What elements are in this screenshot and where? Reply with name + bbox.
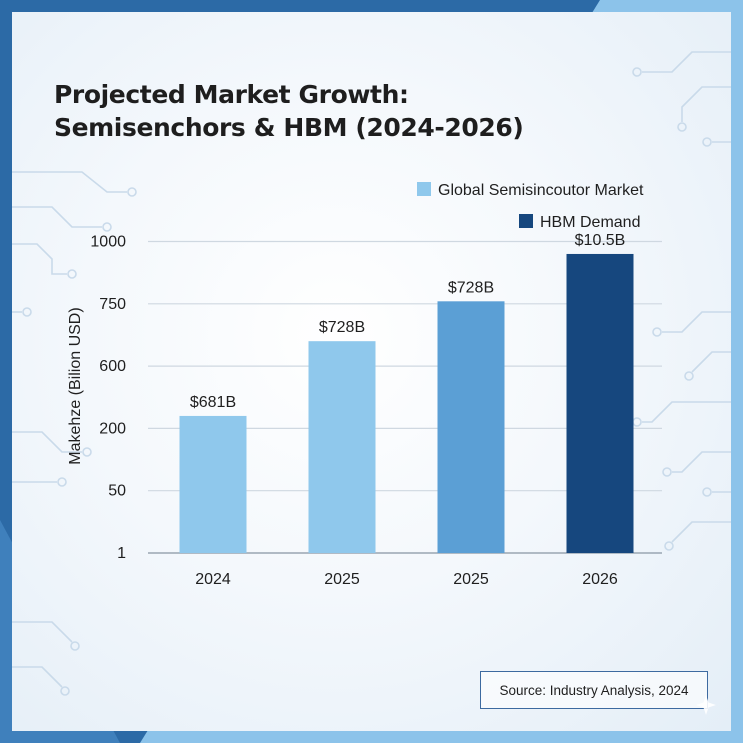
y-tick-label: 200	[99, 420, 126, 437]
bar-2025-2	[308, 341, 376, 553]
bar-2024-1	[179, 415, 247, 553]
bar-chart: 1 50 200 600 750 1000 $681B $728B $728B $10.5B 2…	[67, 182, 662, 588]
y-axis-label: Makehze (Bilion USD)	[67, 307, 84, 464]
chart-title: Projected Market Growth: Semisenchors & …	[54, 78, 524, 144]
content-panel: Projected Market Growth: Semisenchors & …	[12, 12, 731, 731]
legend-label-global-market: Global Semisincoutor Market	[438, 182, 644, 199]
x-tick-label: 2025	[324, 571, 360, 588]
data-label: $728B	[448, 279, 494, 296]
data-label: $728B	[319, 319, 365, 336]
bars	[179, 253, 634, 553]
bar-2025-3	[437, 301, 505, 553]
legend: Global Semisincoutor Market HBM Demand	[417, 182, 644, 231]
data-label: $10.5B	[575, 232, 626, 249]
legend-swatch-hbm-demand	[519, 214, 533, 228]
title-line-2: Semisenchors & HBM (2024-2026)	[54, 113, 524, 142]
circuit-pattern	[12, 51, 731, 696]
y-tick-label: 600	[99, 358, 126, 375]
y-tick-label: 1	[117, 545, 126, 562]
y-tick-label: 50	[108, 483, 126, 500]
bar-2026-4	[566, 253, 634, 553]
x-axis-ticks: 2024 2025 2025 2026	[195, 571, 618, 588]
legend-label-hbm-demand: HBM Demand	[540, 214, 640, 231]
x-tick-label: 2025	[453, 571, 489, 588]
title-line-1: Projected Market Growth:	[54, 80, 409, 109]
y-axis-ticks: 1 50 200 600 750 1000	[90, 234, 126, 563]
y-tick-label: 1000	[90, 234, 126, 251]
sparkle-icon	[696, 695, 716, 715]
x-tick-label: 2026	[582, 571, 618, 588]
source-note: Source: Industry Analysis, 2024	[480, 671, 708, 709]
data-labels: $681B $728B $728B $10.5B	[190, 232, 625, 411]
legend-swatch-global-market	[417, 182, 431, 196]
data-label: $681B	[190, 394, 236, 411]
x-tick-label: 2024	[195, 571, 231, 588]
y-tick-label: 750	[99, 296, 126, 313]
